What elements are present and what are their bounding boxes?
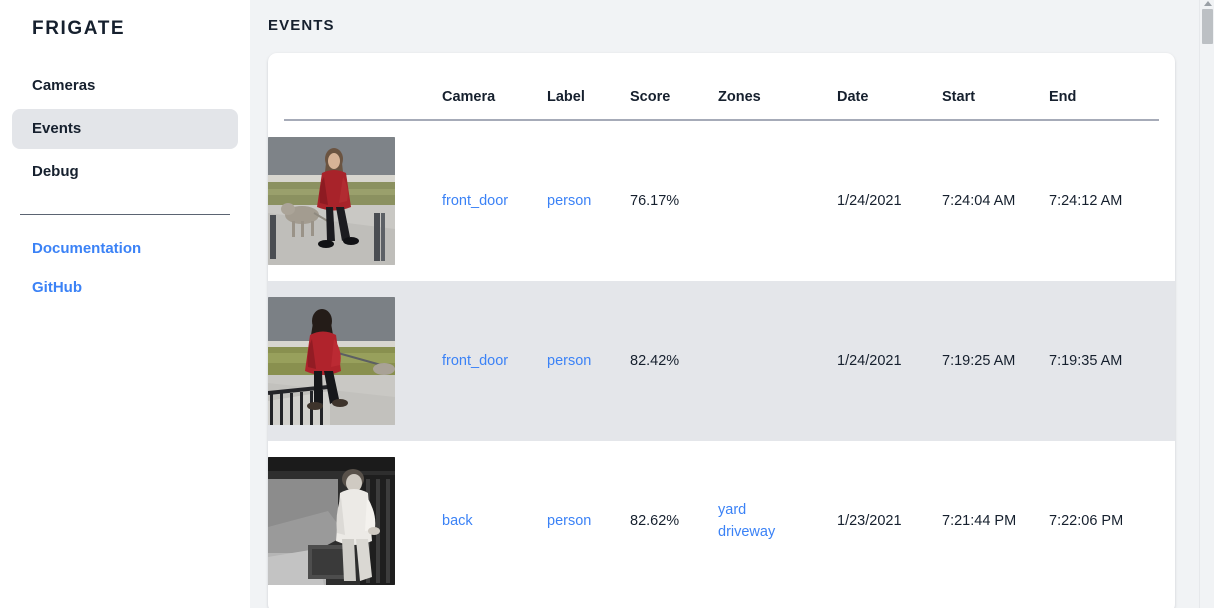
scroll-up-arrow-icon[interactable] <box>1204 1 1212 6</box>
column-header-date[interactable]: Date <box>837 89 869 105</box>
main-content: EVENTS Camera Label Score Zones Date Sta… <box>250 0 1214 608</box>
table-row[interactable]: front_door person 82.42% 1/24/2021 7:19:… <box>268 281 1175 441</box>
event-thumbnail-cell[interactable] <box>268 281 442 441</box>
page-title: EVENTS <box>268 17 335 34</box>
sidebar-item-events[interactable]: Events <box>12 109 238 149</box>
events-table: Camera Label Score Zones Date Start End <box>268 53 1175 601</box>
sidebar-item-debug[interactable]: Debug <box>32 163 79 180</box>
event-label-cell: person <box>547 441 630 601</box>
sidebar-nav: Cameras Events Debug Documentation GitHu… <box>12 66 238 307</box>
event-end-cell: 7:19:35 AM <box>1049 353 1123 369</box>
event-camera-cell: front_door <box>442 121 547 281</box>
event-end-cell: 7:22:06 PM <box>1049 513 1124 529</box>
event-date-cell: 1/23/2021 <box>837 513 902 529</box>
event-zone-link-driveway[interactable]: driveway <box>718 524 776 540</box>
event-thumbnail-cell[interactable] <box>268 121 442 281</box>
sidebar-link-github[interactable]: GitHub <box>32 279 82 296</box>
column-header-score[interactable]: Score <box>630 89 671 105</box>
app-brand-title: FRIGATE <box>32 18 126 39</box>
event-label-link[interactable]: person <box>547 193 592 209</box>
sidebar-item-cameras[interactable]: Cameras <box>32 77 96 94</box>
event-start-cell: 7:21:44 PM <box>942 513 1017 529</box>
sidebar-link-documentation[interactable]: Documentation <box>32 240 142 257</box>
event-date-cell: 1/24/2021 <box>837 193 902 209</box>
event-thumbnail-image[interactable] <box>268 297 395 425</box>
event-camera-link[interactable]: front_door <box>442 193 509 209</box>
column-header-camera[interactable]: Camera <box>442 89 496 105</box>
event-label-cell: person <box>547 121 630 281</box>
event-camera-cell: front_door <box>442 281 547 441</box>
events-table-header: Camera Label Score Zones Date Start End <box>268 53 1175 121</box>
event-start-cell: 7:19:25 AM <box>942 353 1016 369</box>
event-date-cell: 1/24/2021 <box>837 353 902 369</box>
event-start-cell: 7:24:04 AM <box>942 193 1016 209</box>
events-table-body: front_door person 76.17% 1/24/2021 7:24:… <box>268 121 1175 601</box>
event-label-link[interactable]: person <box>547 353 592 369</box>
event-score-cell: 82.62% <box>630 513 680 529</box>
event-zones-cell <box>718 121 837 281</box>
event-camera-link[interactable]: back <box>442 513 473 529</box>
column-header-thumbnail[interactable] <box>268 53 442 119</box>
table-header-divider <box>284 119 1159 121</box>
event-score-cell: 76.17% <box>630 193 680 209</box>
table-header-divider-row <box>268 119 1175 121</box>
sidebar: FRIGATE Cameras Events Debug Documentati… <box>0 0 250 608</box>
event-thumbnail-image[interactable] <box>268 137 395 265</box>
table-row[interactable]: back person 82.62% yard driveway 1/23/20… <box>268 441 1175 601</box>
sidebar-divider <box>20 214 230 215</box>
event-label-link[interactable]: person <box>547 513 592 529</box>
event-camera-cell: back <box>442 441 547 601</box>
event-zone-link-yard[interactable]: yard <box>718 501 747 518</box>
event-zones-cell <box>718 281 837 441</box>
event-end-cell: 7:24:12 AM <box>1049 193 1123 209</box>
event-thumbnail-image[interactable] <box>268 457 395 585</box>
column-header-zones[interactable]: Zones <box>718 89 761 105</box>
column-header-start[interactable]: Start <box>942 89 976 105</box>
event-label-cell: person <box>547 281 630 441</box>
vertical-scrollbar[interactable] <box>1199 0 1214 608</box>
events-card: Camera Label Score Zones Date Start End <box>268 53 1175 608</box>
table-row[interactable]: front_door person 76.17% 1/24/2021 7:24:… <box>268 121 1175 281</box>
scrollbar-thumb[interactable] <box>1202 9 1213 44</box>
event-zones-cell: yard driveway <box>718 441 837 601</box>
table-header-divider-cell <box>268 119 1175 121</box>
event-thumbnail-cell[interactable] <box>268 441 442 601</box>
event-score-cell: 82.42% <box>630 353 680 369</box>
column-header-end[interactable]: End <box>1049 89 1077 105</box>
column-header-label[interactable]: Label <box>547 89 585 105</box>
event-camera-link[interactable]: front_door <box>442 353 509 369</box>
table-header-row: Camera Label Score Zones Date Start End <box>268 53 1175 119</box>
